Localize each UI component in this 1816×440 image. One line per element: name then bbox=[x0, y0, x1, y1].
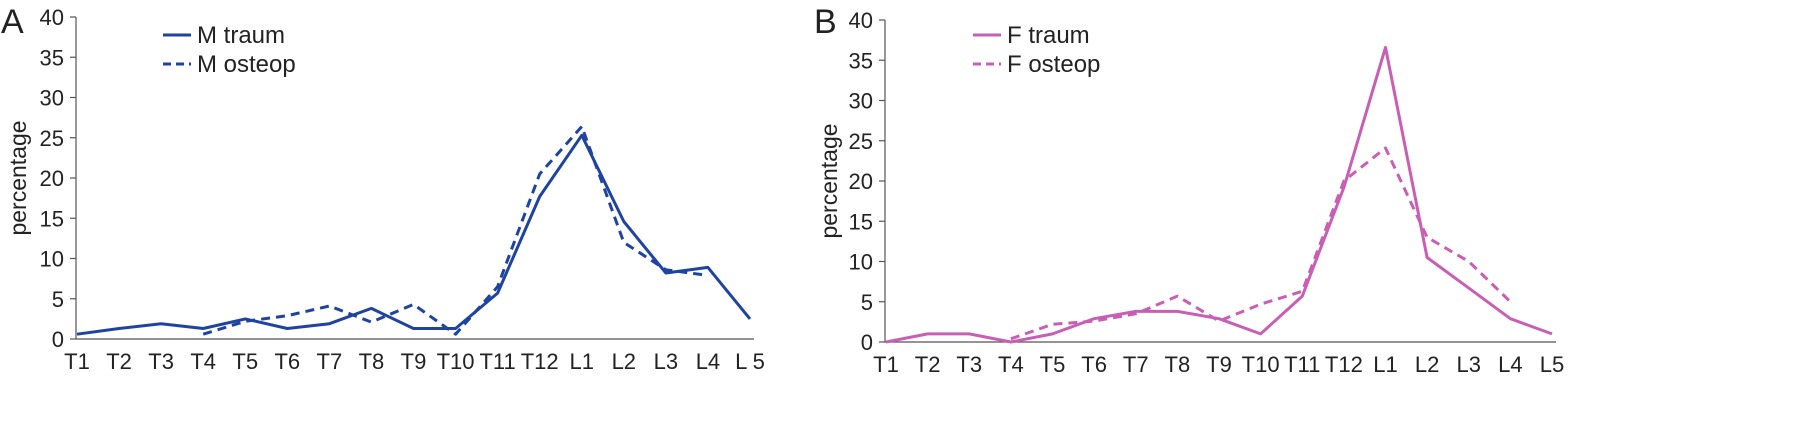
y-tick-label: 20 bbox=[849, 169, 873, 194]
x-tick-label: L3 bbox=[1457, 352, 1481, 377]
x-tick-label: T5 bbox=[232, 349, 258, 374]
x-tick-label: L4 bbox=[696, 349, 720, 374]
y-tick-label: 40 bbox=[40, 5, 64, 30]
x-tick-label: T5 bbox=[1040, 352, 1066, 377]
x-tick-label: T12 bbox=[1325, 352, 1363, 377]
series-line-1 bbox=[76, 133, 752, 336]
x-tick-label: T7 bbox=[317, 349, 343, 374]
panel-label: A bbox=[1, 3, 24, 41]
x-tick-label: T4 bbox=[190, 349, 216, 374]
y-tick-label: 15 bbox=[40, 206, 64, 231]
y-tick-label: 0 bbox=[861, 330, 873, 355]
y-axis-title: percentage bbox=[5, 120, 31, 235]
x-tick-label: L2 bbox=[612, 349, 636, 374]
x-tick-label: T7 bbox=[1123, 352, 1149, 377]
y-tick-label: 10 bbox=[849, 250, 873, 275]
x-tick-label: T3 bbox=[148, 349, 174, 374]
y-tick-label: 10 bbox=[40, 247, 64, 272]
legend-label: F traum bbox=[1007, 22, 1090, 49]
x-tick-label: T6 bbox=[1081, 352, 1107, 377]
x-tick-label: T11 bbox=[479, 349, 515, 374]
x-tick-label: T2 bbox=[915, 352, 941, 377]
legend-label: F osteop bbox=[1007, 51, 1100, 78]
x-tick-label: T8 bbox=[1165, 352, 1191, 377]
x-tick-label: L4 bbox=[1498, 352, 1522, 377]
x-tick-label: T10 bbox=[1242, 352, 1280, 377]
x-tick-label: L1 bbox=[570, 349, 594, 374]
y-tick-label: 25 bbox=[40, 126, 64, 151]
y-tick-label: 25 bbox=[849, 129, 873, 154]
x-tick-label: L2 bbox=[1415, 352, 1439, 377]
x-tick-label: T12 bbox=[521, 349, 559, 374]
legend-label: M osteop bbox=[197, 51, 296, 78]
y-tick-label: 20 bbox=[40, 166, 64, 191]
series-line-2 bbox=[1010, 146, 1512, 341]
y-axis-title: percentage bbox=[816, 123, 842, 238]
y-tick-label: 5 bbox=[52, 287, 64, 312]
x-tick-label: L 5 bbox=[735, 349, 765, 374]
y-tick-label: 0 bbox=[52, 327, 64, 352]
panel-label: B bbox=[814, 3, 837, 41]
x-tick-label: T1 bbox=[64, 349, 90, 374]
y-tick-label: 35 bbox=[849, 48, 873, 73]
y-tick-label: 5 bbox=[861, 290, 873, 315]
x-tick-label: T11 bbox=[1284, 352, 1320, 377]
legend-label: M traum bbox=[197, 22, 285, 49]
x-tick-label: L3 bbox=[654, 349, 678, 374]
x-tick-label: T10 bbox=[437, 349, 475, 374]
x-tick-label: T3 bbox=[956, 352, 982, 377]
x-tick-label: T4 bbox=[998, 352, 1024, 377]
y-tick-label: 30 bbox=[849, 89, 873, 114]
x-tick-label: T1 bbox=[873, 352, 899, 377]
y-tick-label: 35 bbox=[40, 45, 64, 70]
x-tick-label: T6 bbox=[274, 349, 300, 374]
series-line-1 bbox=[885, 45, 1553, 344]
x-tick-label: T2 bbox=[106, 349, 132, 374]
y-tick-label: 40 bbox=[849, 8, 873, 33]
x-tick-label: T9 bbox=[1206, 352, 1232, 377]
x-tick-label: L5 bbox=[1540, 352, 1564, 377]
series-line-2 bbox=[202, 125, 709, 336]
x-tick-label: L1 bbox=[1373, 352, 1397, 377]
y-tick-label: 15 bbox=[849, 209, 873, 234]
x-tick-label: T9 bbox=[401, 349, 427, 374]
x-tick-label: T8 bbox=[359, 349, 385, 374]
y-tick-label: 30 bbox=[40, 86, 64, 111]
